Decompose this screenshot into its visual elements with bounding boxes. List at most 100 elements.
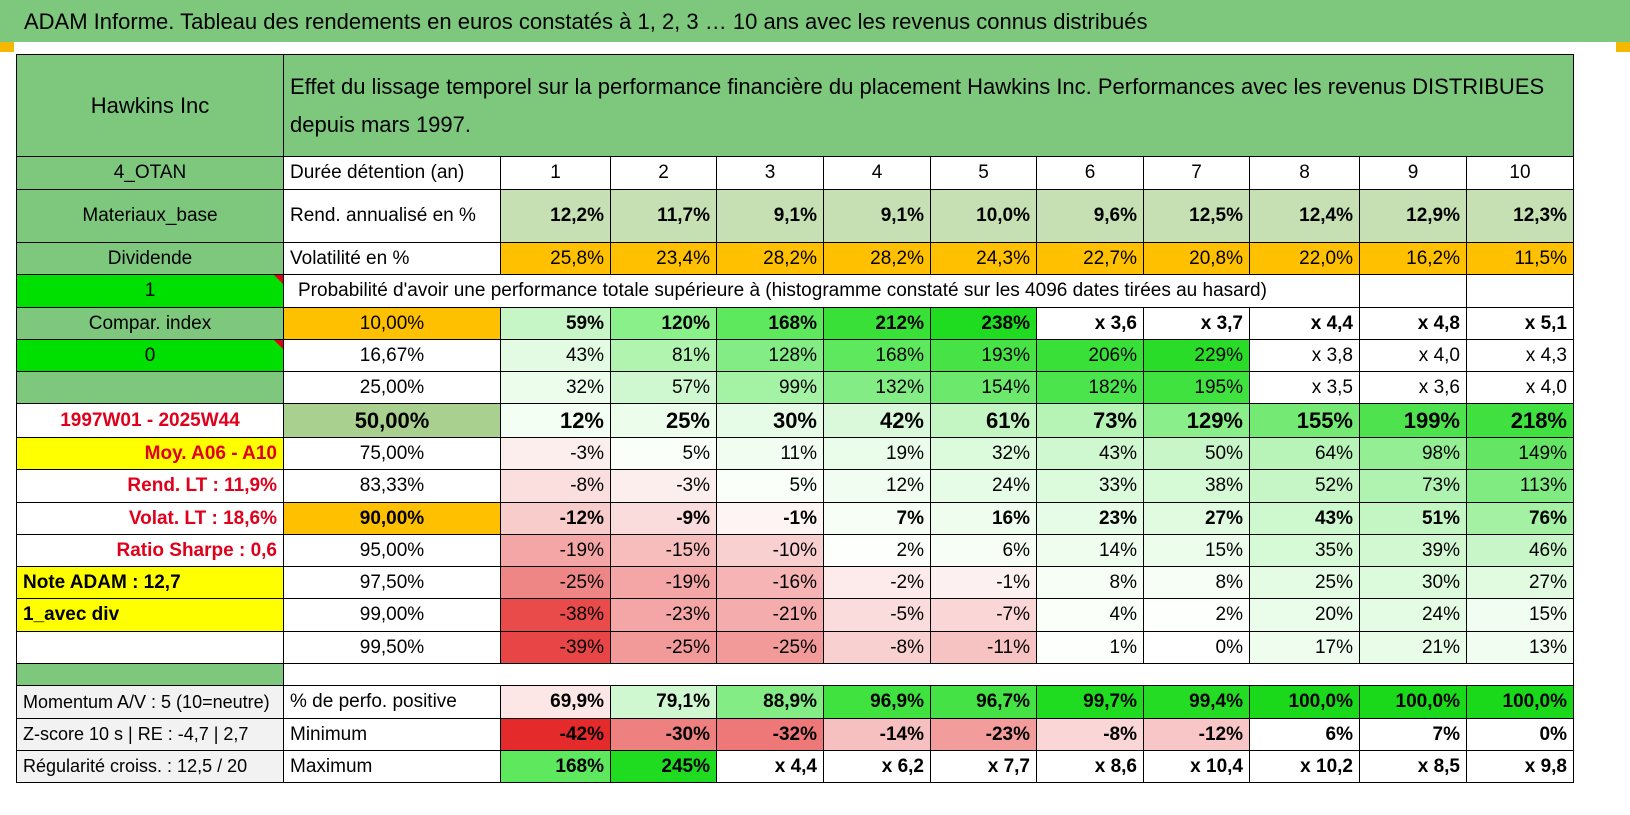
duration-cell: 9 (1359, 156, 1467, 190)
table-description: Effet du lissage temporel sur la perform… (283, 54, 1574, 157)
annual-return-cell: 11,7% (610, 189, 717, 243)
value-cell: 8% (1036, 566, 1144, 599)
row-label: Maximum (283, 750, 501, 783)
volatility-cell: 11,5% (1466, 242, 1574, 275)
fund-name-cell: Hawkins Inc (16, 54, 284, 157)
value-cell: x 3,5 (1249, 371, 1360, 404)
row-label: Minimum (283, 718, 501, 751)
value-cell: x 5,1 (1466, 307, 1574, 340)
table-row: Compar. index 10,00% 59% 120% 168% 212% … (16, 307, 1574, 340)
value-cell: 12% (500, 403, 611, 438)
percentile-cell: 83,33% (283, 469, 501, 503)
table-row: Note ADAM : 12,7 97,50% -25% -19% -16% -… (16, 566, 1574, 599)
value-cell: x 4,8 (1359, 307, 1467, 340)
value-cell: 5% (610, 437, 717, 470)
value-cell: 100,0% (1359, 685, 1467, 719)
value-cell: 195% (1143, 371, 1250, 404)
value-cell: 96,7% (930, 685, 1037, 719)
value-cell: 154% (930, 371, 1037, 404)
value-cell: 33% (1036, 469, 1144, 503)
adam-score-cell: Note ADAM : 12,7 (16, 566, 284, 599)
table-row: Z-score 10 s | RE : -4,7 | 2,7 Minimum -… (16, 718, 1574, 751)
selector-cell[interactable]: 1 (16, 274, 284, 308)
value-cell: -1% (716, 502, 824, 535)
value-cell: 57% (610, 371, 717, 404)
value-cell: 15% (1143, 534, 1250, 567)
annual-return-cell: 12,3% (1466, 189, 1574, 243)
value-cell: -30% (610, 718, 717, 751)
value-cell: 132% (823, 371, 931, 404)
row-label: Durée détention (an) (283, 156, 501, 190)
volatility-cell: 25,8% (500, 242, 611, 275)
value-cell: 30% (1359, 566, 1467, 599)
value-cell: 7% (823, 502, 931, 535)
empty-side-cell (16, 631, 284, 664)
spacer-cell (283, 663, 1574, 686)
value-cell: 23% (1036, 502, 1144, 535)
value-cell: 25% (1249, 566, 1360, 599)
row-label: Volatilité en % (283, 242, 501, 275)
value-cell: 43% (500, 339, 611, 372)
annual-return-cell: 12,4% (1249, 189, 1360, 243)
compar-index-cell: Compar. index (16, 307, 284, 340)
selector-cell[interactable]: 0 (16, 339, 284, 372)
value-cell: 61% (930, 403, 1037, 438)
value-cell: 15% (1466, 598, 1574, 632)
value-cell: 212% (823, 307, 931, 340)
row-label: % de perfo. positive (283, 685, 501, 719)
annual-return-cell: 12,9% (1359, 189, 1467, 243)
table-row: 1 Probabilité d'avoir une performance to… (16, 274, 1574, 308)
value-cell: 149% (1466, 437, 1574, 470)
value-cell: 30% (716, 403, 824, 438)
value-cell: x 9,8 (1466, 750, 1574, 783)
volatility-cell: 23,4% (610, 242, 717, 275)
value-cell: x 3,6 (1359, 371, 1467, 404)
value-cell: -5% (823, 598, 931, 632)
table-row: 0 16,67% 43% 81% 128% 168% 193% 206% 229… (16, 339, 1574, 372)
table-row: 1_avec div 99,00% -38% -23% -21% -5% -7%… (16, 598, 1574, 632)
value-cell: -38% (500, 598, 611, 632)
value-cell: -32% (716, 718, 824, 751)
volatility-cell: 22,7% (1036, 242, 1144, 275)
table-row: Rend. LT : 11,9% 83,33% -8% -3% 5% 12% 2… (16, 469, 1574, 503)
value-cell: 43% (1036, 437, 1144, 470)
value-cell: -39% (500, 631, 611, 664)
value-cell: x 8,5 (1359, 750, 1467, 783)
value-cell: 32% (500, 371, 611, 404)
duration-cell: 1 (500, 156, 611, 190)
value-cell: 100,0% (1249, 685, 1360, 719)
percentile-cell: 16,67% (283, 339, 501, 372)
long-term-volatility-cell: Volat. LT : 18,6% (16, 502, 284, 535)
duration-cell: 10 (1466, 156, 1574, 190)
value-cell: -2% (823, 566, 931, 599)
value-cell: 113% (1466, 469, 1574, 503)
empty-cell (1359, 274, 1467, 308)
value-cell: 24% (1359, 598, 1467, 632)
annual-return-cell: 9,6% (1036, 189, 1144, 243)
value-cell: 73% (1359, 469, 1467, 503)
value-cell: 76% (1466, 502, 1574, 535)
duration-cell: 2 (610, 156, 717, 190)
value-cell: 168% (823, 339, 931, 372)
value-cell: -19% (500, 534, 611, 567)
volatility-cell: 28,2% (823, 242, 931, 275)
duration-cell: 5 (930, 156, 1037, 190)
value-cell: 193% (930, 339, 1037, 372)
volatility-cell: 24,3% (930, 242, 1037, 275)
value-cell: -23% (930, 718, 1037, 751)
value-cell: x 8,6 (1036, 750, 1144, 783)
duration-cell: 4 (823, 156, 931, 190)
value-cell: 79,1% (610, 685, 717, 719)
percentile-cell: 99,00% (283, 598, 501, 632)
value-cell: 46% (1466, 534, 1574, 567)
value-cell: 99% (716, 371, 824, 404)
table-row: 99,50% -39% -25% -25% -8% -11% 1% 0% 17%… (16, 631, 1574, 664)
date-range-cell: 1997W01 - 2025W44 (16, 403, 284, 438)
value-cell: 17% (1249, 631, 1360, 664)
value-cell: x 3,6 (1036, 307, 1144, 340)
z-score-cell: Z-score 10 s | RE : -4,7 | 2,7 (16, 718, 284, 751)
sharpe-ratio-cell: Ratio Sharpe : 0,6 (16, 534, 284, 567)
value-cell: x 4,3 (1466, 339, 1574, 372)
table-row: Materiaux_base Rend. annualisé en % 12,2… (16, 189, 1574, 243)
annual-return-cell: 10,0% (930, 189, 1037, 243)
